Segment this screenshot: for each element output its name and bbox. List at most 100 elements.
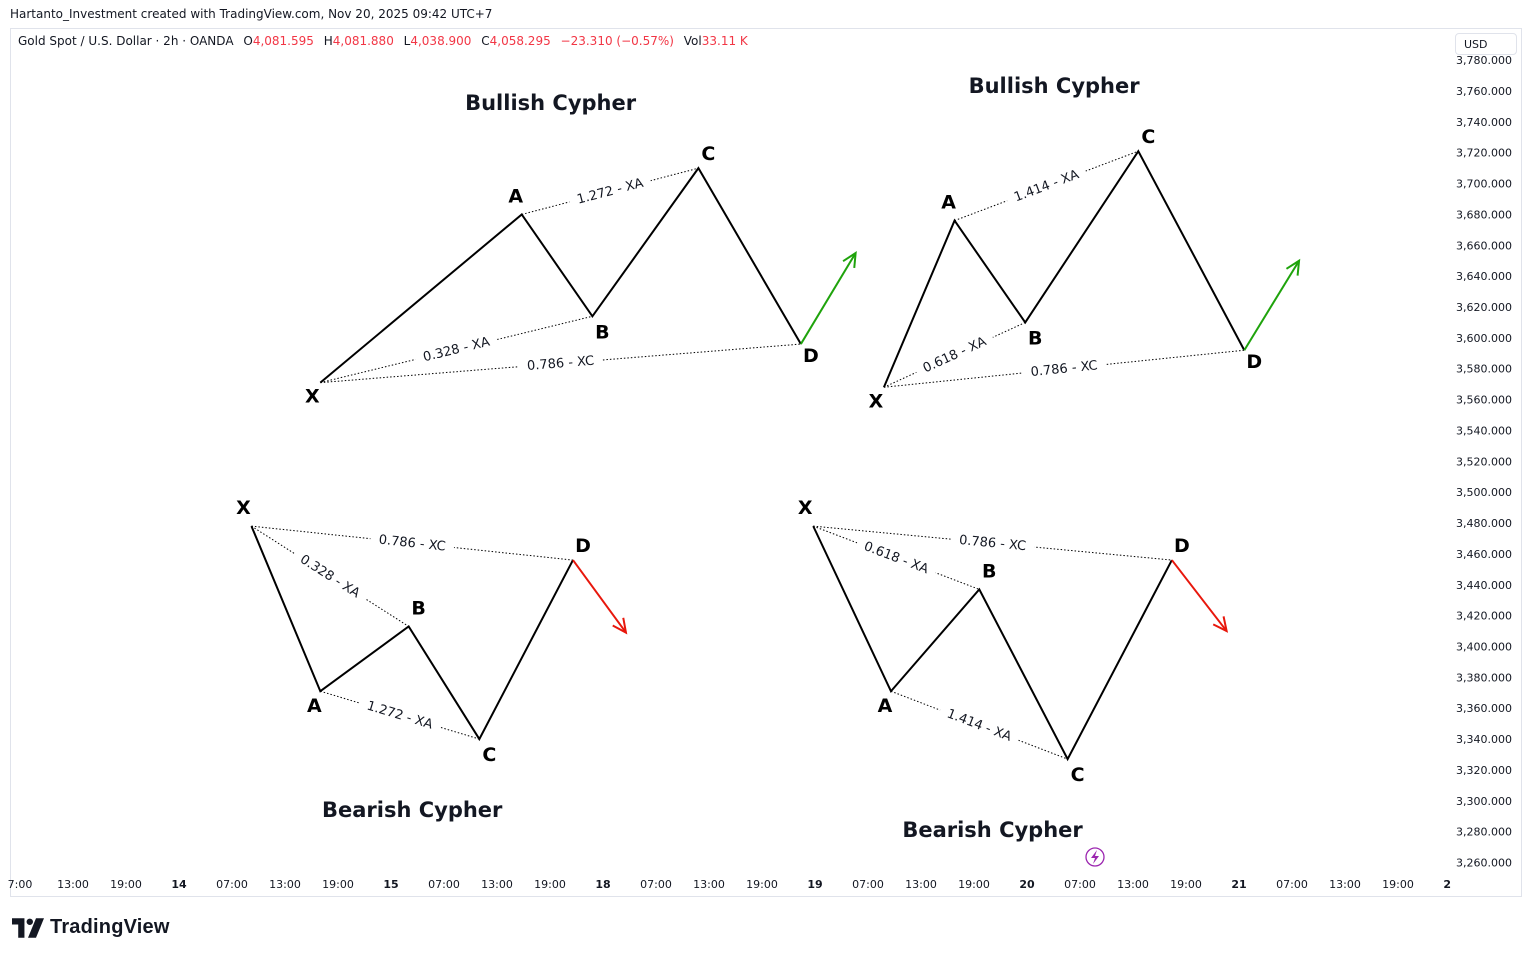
ratio-label-group: 0.618 - XA: [912, 329, 996, 379]
ratio-label-bg: [950, 530, 1036, 555]
time-tick-label: 14: [171, 878, 187, 891]
price-tick-label: 3,300.000: [1456, 795, 1512, 808]
time-tick-label: 07:00: [1064, 878, 1096, 891]
open-label: O: [243, 34, 253, 48]
price-tick-label: 3,340.000: [1456, 733, 1512, 746]
time-tick-label: 19:00: [110, 878, 142, 891]
time-tick-label: 13:00: [57, 878, 89, 891]
ratio-label-group: 0.786 - XC: [369, 529, 455, 555]
lightning-icon[interactable]: [1085, 847, 1105, 867]
point-label-a: A: [508, 185, 523, 207]
price-tick-label: 3,560.000: [1456, 394, 1512, 407]
point-label-d: D: [575, 535, 591, 557]
price-tick-label: 3,380.000: [1456, 671, 1512, 684]
ratio-label-bg: [290, 546, 371, 605]
price-tick-label: 3,420.000: [1456, 610, 1512, 623]
time-tick-label: 19:00: [1382, 878, 1414, 891]
chart-attribution: Hartanto_Investment created with Trading…: [10, 7, 493, 21]
time-tick-label: 19: [807, 878, 822, 891]
ratio-label: 0.786 - XC: [527, 354, 595, 374]
time-tick-label: 19:00: [746, 878, 778, 891]
ratio-label: 1.272 - XA: [365, 699, 435, 733]
currency-button[interactable]: USD: [1455, 33, 1517, 55]
cypher-leg-path[interactable]: [882, 149, 1246, 388]
price-tick-label: 3,760.000: [1456, 85, 1512, 98]
low-label: L: [403, 34, 411, 48]
ratio-label-group: 1.272 - XA: [357, 694, 443, 734]
time-tick-label: 07:00: [852, 878, 884, 891]
ratio-label-bg: [1003, 162, 1089, 208]
tradingview-logo-icon: [12, 917, 44, 938]
arrow-head: [842, 251, 857, 269]
ratio-label-group: 1.414 - XA: [1003, 162, 1089, 208]
ratio-label-bg: [854, 534, 939, 580]
pattern-title: Bearish Cypher: [322, 798, 503, 822]
bearish-arrow: [572, 559, 627, 634]
cypher-leg-path[interactable]: [319, 166, 802, 384]
price-tick-label: 3,260.000: [1456, 857, 1512, 870]
price-tick-label: 3,320.000: [1456, 764, 1512, 777]
point-label-a: A: [307, 695, 322, 717]
chart-pane[interactable]: [10, 28, 1522, 897]
point-label-x: X: [236, 497, 251, 519]
change-value: −23.310 (−0.57%): [560, 34, 674, 48]
price-tick-label: 3,720.000: [1456, 147, 1512, 160]
price-tick-label: 3,780.000: [1456, 54, 1512, 67]
ratio-label-group: 1.272 - XA: [567, 171, 653, 209]
ratio-label: 0.618 - XA: [921, 334, 989, 376]
pattern-title: Bullish Cypher: [969, 74, 1141, 98]
time-tick-label: 07:00: [640, 878, 672, 891]
high-value: 4,081.880: [332, 34, 394, 48]
point-label-a: A: [941, 192, 956, 214]
point-label-b: B: [1028, 327, 1042, 349]
time-tick-label: 13:00: [269, 878, 301, 891]
time-tick-label: 13:00: [905, 878, 937, 891]
ratio-label-group: 0.786 - XC: [950, 530, 1036, 555]
price-tick-label: 3,660.000: [1456, 239, 1512, 252]
cypher-pattern-2: 1.414 - XA 0.618 - XA 0.786 - XC X A B C D Bulli…: [869, 74, 1301, 412]
point-label-c: C: [701, 143, 715, 165]
bullish-arrow: [800, 252, 857, 345]
point-label-d: D: [1246, 351, 1262, 373]
symbol-name[interactable]: Gold Spot / U.S. Dollar · 2h · OANDA: [18, 34, 234, 48]
price-tick-label: 3,600.000: [1456, 332, 1512, 345]
symbol-legend[interactable]: Gold Spot / U.S. Dollar · 2h · OANDA O4,…: [18, 34, 748, 48]
cypher-leg-path[interactable]: [812, 525, 1173, 762]
ratio-label-group: 0.328 - XA: [290, 546, 371, 605]
price-axis[interactable]: 3,780.000 3,760.000 3,740.000 3,720.000 3,70…: [1456, 54, 1512, 869]
cypher-pattern-4: 0.786 - XC 0.618 - XA 1.414 - XA X A B C D Beari…: [798, 497, 1229, 842]
point-label-x: X: [305, 386, 320, 408]
bearish-arrow: [1171, 559, 1228, 632]
ratio-label-bg: [369, 529, 455, 555]
cypher-pattern-1: 1.272 - XA 0.328 - XA 0.786 - XC X A B C D Bulli…: [305, 91, 857, 408]
tradingview-logo[interactable]: TradingView: [12, 916, 170, 939]
arrow-head: [1212, 616, 1229, 633]
time-tick-label: 19:00: [322, 878, 354, 891]
time-tick-label: 18: [595, 878, 610, 891]
ratio-line: [251, 525, 409, 627]
time-axis[interactable]: 7:00 13:00 19:00 14 07:00 13:00 19:00 15 07:00 13…: [8, 872, 1521, 896]
ratio-label-group: 0.786 - XC: [518, 351, 604, 374]
arrow-head: [1285, 258, 1301, 276]
low-value: 4,038.900: [410, 34, 472, 48]
cypher-pattern-3: 0.786 - XC 0.328 - XA 1.272 - XA X A B C D Beari…: [236, 497, 628, 822]
ratio-label-bg: [1021, 355, 1107, 380]
ratio-label-group: 0.786 - XC: [1021, 355, 1107, 380]
time-tick-label: 20: [1019, 878, 1035, 891]
price-tick-label: 3,460.000: [1456, 548, 1512, 561]
close-value: 4,058.295: [489, 34, 551, 48]
open-value: 4,081.595: [252, 34, 314, 48]
point-label-a: A: [878, 695, 893, 717]
pattern-title: Bullish Cypher: [465, 91, 637, 115]
time-tick-label: 07:00: [216, 878, 248, 891]
ratio-label-bg: [937, 701, 1022, 747]
cypher-leg-path[interactable]: [250, 525, 574, 742]
time-tick-label: 15: [383, 878, 398, 891]
price-tick-label: 3,680.000: [1456, 208, 1512, 221]
price-tick-label: 3,500.000: [1456, 486, 1512, 499]
price-tick-label: 3,700.000: [1456, 178, 1512, 191]
time-tick-label: 13:00: [1117, 878, 1149, 891]
point-label-c: C: [1071, 764, 1085, 786]
volume-value: 33.11 K: [701, 34, 748, 48]
